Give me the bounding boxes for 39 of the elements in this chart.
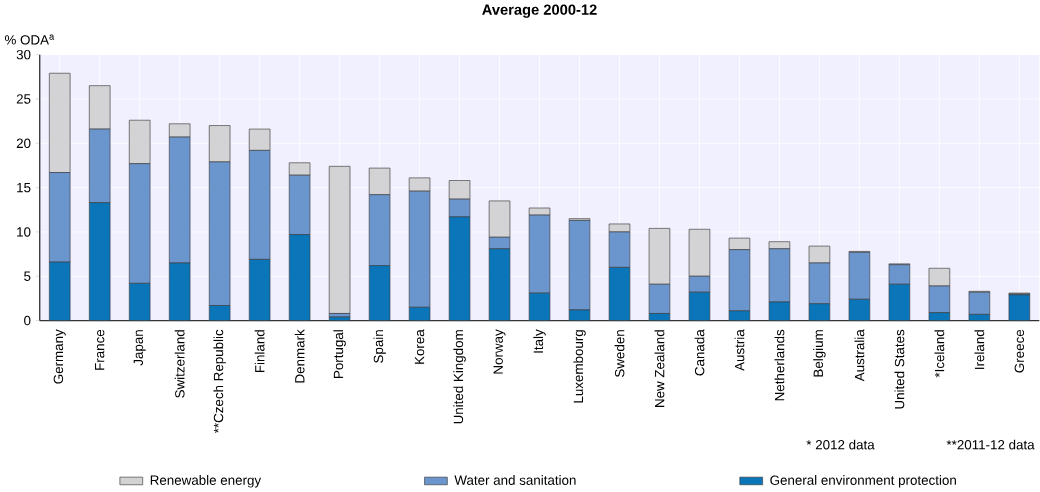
x-tick-label: Finland	[254, 330, 265, 372]
x-tick-label: Belgium	[813, 330, 826, 377]
x-tick-label: United Kingdom	[453, 330, 466, 424]
x-tick-label: Italy	[533, 329, 546, 353]
x-tick-label: Korea	[414, 329, 425, 364]
y-tick-label: 20	[16, 138, 31, 148]
x-tick-label: Australia	[854, 329, 865, 382]
text: **2011-12 data	[946, 439, 1035, 450]
x-tick-label: Greece	[1014, 329, 1025, 373]
chart-title: Average 2000-12	[482, 4, 597, 18]
x-tick-label: Japan	[133, 330, 146, 366]
x-tick-label: Spain	[373, 330, 386, 363]
x-tick-label: Norway	[493, 329, 506, 374]
x-tick-label: Austria	[734, 329, 745, 371]
x-tick-label: Switzerland	[174, 330, 185, 398]
x-tick-label: Denmark	[294, 329, 305, 383]
x-tick-label: United States	[894, 329, 905, 409]
text: * 2012 data	[806, 439, 875, 450]
x-tick-label: Luxembourg	[573, 330, 586, 403]
x-tick-label: **Czech Republic	[213, 329, 226, 434]
y-tick-label: 10	[17, 227, 31, 237]
y-tick-label: 30	[16, 49, 31, 60]
x-tick-label: Netherlands	[774, 329, 785, 401]
legend-label: Renewable energy	[150, 475, 262, 488]
legend-label: Water and sanitation	[454, 475, 576, 485]
x-tick-label: New Zealand	[654, 330, 665, 407]
x-tick-label: Portugal	[333, 330, 346, 378]
y-tick-label: 5	[24, 271, 31, 281]
x-tick-label: France	[95, 329, 105, 370]
x-tick-label: Sweden	[614, 330, 625, 377]
x-tick-label: Ireland	[974, 330, 985, 369]
y-tick-label: 25	[16, 94, 31, 104]
y-tick-label: 15	[17, 182, 31, 193]
x-tick-label: Germany	[53, 329, 66, 384]
y-tick-label: 0	[24, 315, 31, 326]
x-tick-label: *Iceland	[934, 330, 945, 378]
y-axis-title: % ODA$^{a}$	[4, 34, 55, 45]
x-tick-label: Canada	[694, 329, 705, 376]
legend-label: General environment protection	[770, 475, 956, 488]
